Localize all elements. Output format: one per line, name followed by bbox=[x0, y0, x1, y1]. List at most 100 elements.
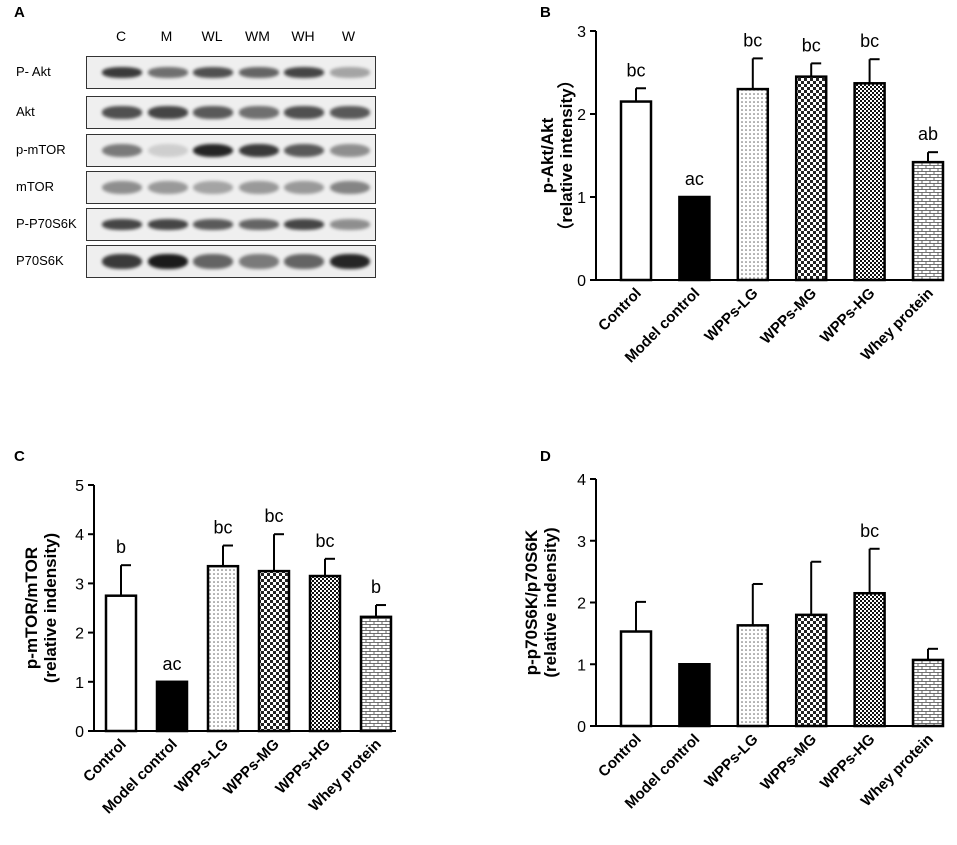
blot-band bbox=[102, 106, 142, 119]
significance-label: bc bbox=[626, 60, 645, 80]
y-tick-label: 3 bbox=[577, 534, 586, 551]
blot-band bbox=[284, 180, 324, 195]
bar bbox=[794, 75, 828, 282]
blot-band bbox=[102, 67, 142, 78]
y-axis-title: p-mTOR/mTOR bbox=[22, 547, 41, 669]
bar bbox=[736, 624, 770, 728]
significance-label: bc bbox=[743, 30, 762, 50]
x-tick-label: Control bbox=[595, 731, 645, 781]
significance-label: ac bbox=[685, 169, 704, 189]
blot-band bbox=[238, 180, 279, 195]
y-axis-subtitle: (relative indensity) bbox=[41, 533, 60, 683]
blot-band bbox=[238, 67, 279, 78]
blot-row-label: p-mTOR bbox=[16, 142, 66, 157]
blot-band bbox=[284, 143, 324, 158]
y-tick-label: 2 bbox=[75, 626, 84, 643]
bar bbox=[257, 569, 291, 733]
blot-band bbox=[284, 106, 324, 119]
x-tick-label: WPPs-LG bbox=[701, 731, 761, 791]
blot-band bbox=[147, 180, 188, 195]
blot-band bbox=[102, 253, 142, 270]
blot-band bbox=[238, 219, 279, 230]
bar bbox=[206, 564, 240, 733]
panel-label-b: B bbox=[540, 4, 551, 21]
blot-band bbox=[147, 143, 188, 158]
blot-strip bbox=[86, 56, 376, 89]
y-tick-label: 0 bbox=[75, 724, 84, 741]
blot-band bbox=[329, 143, 370, 158]
y-tick-label: 2 bbox=[577, 107, 586, 124]
blot-band bbox=[193, 143, 233, 158]
blot-band bbox=[193, 219, 233, 230]
blot-band bbox=[284, 253, 324, 270]
blot-band bbox=[193, 180, 233, 195]
significance-label: bc bbox=[213, 518, 232, 538]
blot-strip bbox=[86, 96, 376, 129]
significance-label: bc bbox=[264, 506, 283, 526]
significance-label: bc bbox=[802, 35, 821, 55]
blot-band bbox=[147, 106, 188, 119]
y-axis-subtitle: （relative intensity） bbox=[556, 71, 576, 239]
significance-label: bc bbox=[860, 521, 879, 541]
x-tick-label: WPPs-HG bbox=[817, 731, 879, 793]
y-axis-title: p-p70S6K/p70S6K bbox=[522, 529, 541, 675]
y-tick-label: 4 bbox=[75, 527, 84, 544]
blot-band bbox=[102, 219, 142, 230]
bar bbox=[619, 630, 653, 728]
bar bbox=[853, 591, 886, 728]
panel-label-c: C bbox=[14, 448, 25, 465]
blot-band bbox=[238, 106, 279, 119]
blot-lane-label: WM bbox=[245, 28, 270, 44]
x-tick-label: WPPs-MG bbox=[757, 731, 820, 794]
blot-strip bbox=[86, 134, 376, 167]
bar bbox=[678, 663, 711, 728]
significance-label: b bbox=[371, 577, 381, 597]
significance-label: bc bbox=[860, 31, 879, 51]
y-tick-label: 1 bbox=[577, 190, 586, 207]
blot-band bbox=[193, 253, 233, 270]
y-tick-label: 4 bbox=[577, 472, 586, 489]
y-tick-label: 3 bbox=[75, 576, 84, 593]
bar bbox=[308, 574, 342, 733]
blot-band bbox=[147, 253, 188, 270]
bar bbox=[104, 594, 138, 733]
blot-lane-label: M bbox=[160, 28, 173, 44]
y-tick-label: 3 bbox=[577, 24, 586, 41]
y-tick-label: 0 bbox=[577, 273, 586, 290]
blot-lane-label: WL bbox=[201, 28, 223, 44]
significance-label: ac bbox=[162, 654, 181, 674]
blot-band bbox=[238, 143, 279, 158]
panel-label-a: A bbox=[14, 4, 25, 21]
blot-band bbox=[102, 180, 142, 195]
significance-label: ab bbox=[918, 124, 938, 144]
y-tick-label: 5 bbox=[75, 478, 84, 495]
blot-row-label: P- Akt bbox=[16, 64, 51, 79]
blot-lane-label: WH bbox=[291, 28, 315, 44]
blot-band bbox=[284, 219, 324, 230]
y-tick-label: 1 bbox=[577, 657, 586, 674]
blot-row-label: Akt bbox=[16, 104, 35, 119]
blot-strip bbox=[86, 171, 376, 204]
blot-band bbox=[329, 106, 370, 119]
blot-row-label: P70S6K bbox=[16, 253, 64, 268]
blot-strip bbox=[86, 208, 376, 241]
panel-label-d: D bbox=[540, 448, 551, 465]
blot-band bbox=[329, 219, 370, 230]
blot-band bbox=[238, 253, 279, 270]
blot-lane-label: C bbox=[115, 28, 127, 44]
blot-band bbox=[147, 67, 188, 78]
blot-band bbox=[102, 143, 142, 158]
y-axis-subtitle: (relative indensity) bbox=[541, 527, 560, 677]
bar bbox=[678, 195, 711, 282]
bar bbox=[911, 658, 945, 728]
blot-band bbox=[329, 180, 370, 195]
y-tick-label: 1 bbox=[75, 675, 84, 692]
y-tick-label: 0 bbox=[577, 719, 586, 736]
bar bbox=[794, 613, 828, 728]
bar bbox=[155, 680, 189, 733]
blot-row-label: P-P70S6K bbox=[16, 216, 77, 231]
blot-strip bbox=[86, 245, 376, 278]
